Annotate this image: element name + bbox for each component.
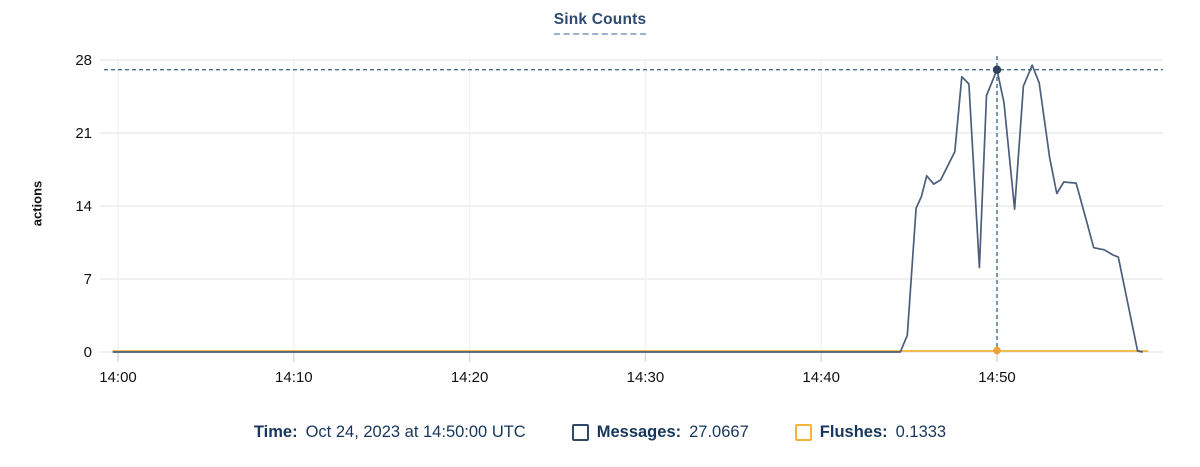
messages-line[interactable] bbox=[112, 64, 1144, 353]
chart-header: Sink Counts bbox=[0, 11, 1200, 35]
hover-point-messages[interactable] bbox=[992, 65, 1002, 74]
legend-item-messages: Messages: 27.0667 bbox=[571, 423, 749, 442]
flushes-label: Flushes: bbox=[819, 423, 888, 441]
messages-label: Messages: bbox=[596, 423, 682, 441]
hover-legend: Time: Oct 24, 2023 at 14:50:00 UTC Messa… bbox=[0, 423, 1200, 442]
x-tick-label: 14:40 bbox=[802, 369, 840, 386]
legend-item-time: Time: Oct 24, 2023 at 14:50:00 UTC bbox=[254, 423, 526, 442]
y-tick-label: 28 bbox=[75, 52, 92, 69]
x-tick-label: 14:50 bbox=[978, 369, 1016, 386]
messages-swatch-icon bbox=[571, 424, 589, 441]
flushes-swatch-icon bbox=[794, 424, 812, 441]
chart-title[interactable]: Sink Counts bbox=[553, 11, 647, 35]
x-tick-label: 14:00 bbox=[99, 369, 137, 386]
x-tick-label: 14:20 bbox=[451, 369, 489, 386]
y-tick-label: 7 bbox=[84, 271, 92, 288]
y-tick-label: 0 bbox=[84, 344, 92, 361]
y-tick-label: 21 bbox=[75, 125, 92, 142]
messages-value: 27.0667 bbox=[689, 423, 749, 441]
hover-point-flushes[interactable] bbox=[993, 346, 1001, 355]
x-tick-label: 14:10 bbox=[275, 369, 313, 386]
y-tick-label: 14 bbox=[75, 198, 92, 215]
chart-plot-area[interactable]: 0 7 14 21 28 14:00 14:10 14:20 14:30 14:40 14:50 bbox=[0, 0, 1200, 410]
legend-item-flushes: Flushes: 0.1333 bbox=[794, 423, 947, 442]
x-tick-label: 14:30 bbox=[627, 369, 665, 386]
time-value: Oct 24, 2023 at 14:50:00 UTC bbox=[305, 423, 526, 441]
flushes-value: 0.1333 bbox=[895, 423, 947, 441]
time-label: Time: bbox=[253, 423, 298, 441]
